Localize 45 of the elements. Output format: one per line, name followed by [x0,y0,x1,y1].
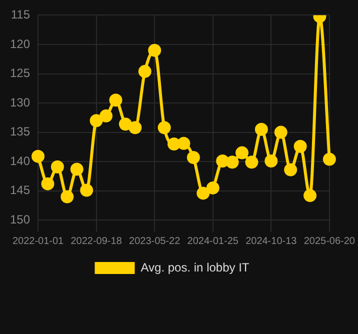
y-tick-label: 135 [10,124,30,139]
point [148,44,162,57]
legend-label: Avg. pos. in lobby IT [140,260,250,274]
point [294,140,307,153]
point [264,154,278,168]
y-tick-label: 120 [10,36,30,51]
point [322,152,336,166]
point [216,154,230,168]
point [254,122,268,136]
point [128,121,142,134]
point [109,94,122,107]
point [196,186,210,200]
x-tick-label: 2022-09-18 [70,236,122,247]
point [50,160,64,174]
y-tick-label: 145 [10,183,30,198]
y-tick-label: 150 [10,212,30,226]
point [32,150,45,163]
point [284,163,298,176]
point [168,138,181,151]
x-tick-label: 2024-10-13 [246,236,298,247]
point [206,181,220,194]
point [158,121,171,134]
point [60,190,74,204]
point [90,114,103,128]
point [80,184,94,197]
point [177,136,190,150]
y-tick-label: 140 [10,154,30,168]
y-tick-label: 115 [10,8,30,22]
y-tick-label: 125 [10,66,30,80]
x-tick-label: 2022-01-01 [12,236,64,247]
point [236,146,249,160]
x-tick-label: 2024-01-25 [187,236,239,247]
point [274,126,288,139]
y-tick-label: 130 [10,95,30,110]
x-tick-label: 2025-06-20 [304,236,356,247]
point [245,156,258,169]
x-tick-label: 2023-05-22 [129,236,181,247]
point [70,162,84,176]
point [226,156,239,169]
point [186,150,200,164]
point [41,177,54,190]
point [138,64,152,78]
point [100,109,113,122]
point [303,189,316,202]
point [118,118,132,131]
